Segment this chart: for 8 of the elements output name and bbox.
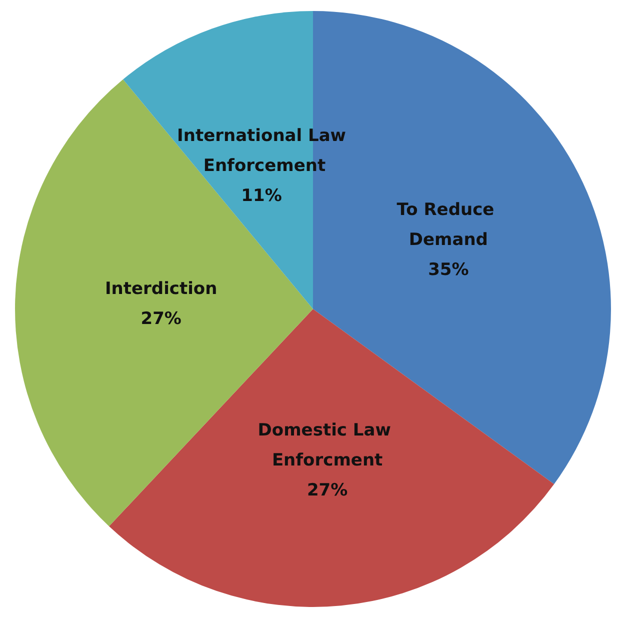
data-label: 35% <box>428 260 469 280</box>
data-label: 11% <box>241 186 282 206</box>
data-label: 27% <box>306 480 348 500</box>
slice-label: To Reduce Demand <box>396 200 500 250</box>
slice-label: Domestic Law Enforcment <box>258 420 397 470</box>
data-label: 27% <box>140 309 182 330</box>
slice-label: International Law Enforcement <box>177 126 346 176</box>
slice-label: Interdiction <box>104 279 218 300</box>
